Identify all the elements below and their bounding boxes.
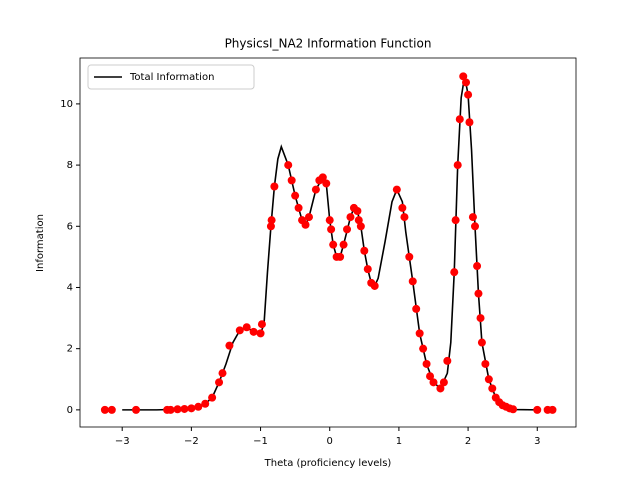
data-point bbox=[291, 191, 300, 200]
data-point bbox=[405, 252, 414, 261]
data-point bbox=[412, 304, 421, 313]
data-point bbox=[339, 240, 348, 249]
data-point bbox=[318, 173, 327, 182]
data-point bbox=[462, 78, 471, 87]
data-point bbox=[488, 384, 497, 393]
data-point bbox=[474, 289, 483, 298]
data-point bbox=[325, 216, 334, 225]
data-point bbox=[301, 220, 310, 229]
data-point bbox=[481, 359, 490, 368]
data-point bbox=[343, 225, 352, 234]
x-tick-label: −2 bbox=[184, 436, 199, 447]
data-point bbox=[353, 206, 362, 215]
data-point bbox=[100, 405, 109, 414]
data-point bbox=[459, 72, 468, 81]
data-point bbox=[322, 179, 331, 188]
data-point bbox=[194, 402, 203, 411]
x-tick-label: −3 bbox=[115, 436, 130, 447]
data-point bbox=[266, 222, 275, 231]
data-point bbox=[429, 378, 438, 387]
data-point bbox=[439, 378, 448, 387]
data-point bbox=[249, 327, 258, 336]
data-point bbox=[426, 372, 435, 381]
data-point bbox=[173, 405, 182, 414]
y-tick-label: 4 bbox=[67, 282, 73, 293]
data-point bbox=[477, 338, 486, 347]
data-point bbox=[408, 277, 417, 286]
y-tick-label: 6 bbox=[67, 221, 73, 232]
data-point bbox=[242, 323, 251, 332]
data-point bbox=[201, 399, 210, 408]
y-tick-label: 10 bbox=[60, 99, 73, 110]
data-point bbox=[422, 359, 431, 368]
data-point bbox=[356, 222, 365, 231]
data-point bbox=[484, 375, 493, 384]
x-axis-label: Theta (proficiency levels) bbox=[264, 458, 392, 469]
data-point bbox=[398, 203, 407, 212]
data-point bbox=[451, 216, 460, 225]
data-point bbox=[294, 203, 303, 212]
data-point bbox=[436, 384, 445, 393]
y-tick-label: 2 bbox=[67, 344, 73, 355]
data-point bbox=[465, 118, 474, 127]
data-point bbox=[400, 213, 409, 222]
data-point bbox=[235, 326, 244, 335]
data-point bbox=[453, 161, 462, 170]
data-point bbox=[304, 213, 313, 222]
legend-box bbox=[87, 64, 255, 90]
data-point bbox=[443, 356, 452, 365]
data-point bbox=[225, 341, 234, 350]
data-point bbox=[415, 329, 424, 338]
data-point bbox=[311, 185, 320, 194]
data-point bbox=[218, 369, 227, 378]
data-point bbox=[354, 216, 363, 225]
data-point bbox=[208, 393, 217, 402]
data-point bbox=[256, 329, 265, 338]
x-tick-label: 0 bbox=[327, 436, 333, 447]
data-point bbox=[284, 161, 293, 170]
y-axis-label: Information bbox=[35, 214, 46, 272]
data-point bbox=[370, 281, 379, 290]
x-tick-label: 2 bbox=[465, 436, 471, 447]
data-point bbox=[346, 213, 355, 222]
data-point bbox=[533, 405, 542, 414]
data-point bbox=[187, 404, 196, 413]
data-point bbox=[257, 320, 266, 329]
data-point bbox=[166, 405, 175, 414]
data-point bbox=[476, 314, 485, 323]
data-point bbox=[180, 404, 189, 413]
data-point bbox=[336, 252, 345, 261]
x-tick-label: −1 bbox=[253, 436, 268, 447]
data-point bbox=[360, 246, 369, 255]
data-point bbox=[419, 344, 428, 353]
data-point bbox=[287, 176, 296, 185]
data-point bbox=[215, 378, 224, 387]
data-point bbox=[471, 222, 480, 231]
y-tick-label: 0 bbox=[67, 405, 73, 416]
y-tick-label: 8 bbox=[67, 160, 73, 171]
x-tick-label: 3 bbox=[534, 436, 540, 447]
data-point bbox=[107, 405, 116, 414]
data-point bbox=[363, 265, 372, 274]
data-point bbox=[392, 185, 401, 194]
data-point bbox=[468, 213, 477, 222]
data-point bbox=[509, 405, 518, 414]
x-tick-label: 1 bbox=[396, 436, 402, 447]
data-point bbox=[270, 182, 279, 191]
data-point bbox=[473, 262, 482, 271]
data-point bbox=[464, 90, 473, 99]
data-point bbox=[329, 240, 338, 249]
legend-label: Total Information bbox=[129, 72, 214, 83]
data-point bbox=[548, 405, 557, 414]
chart-title: PhysicsI_NA2 Information Function bbox=[225, 37, 432, 51]
data-point bbox=[132, 405, 141, 414]
data-point bbox=[327, 225, 336, 234]
data-point bbox=[267, 216, 276, 225]
data-point bbox=[455, 115, 464, 124]
data-point bbox=[450, 268, 459, 277]
plot-frame bbox=[79, 57, 577, 428]
